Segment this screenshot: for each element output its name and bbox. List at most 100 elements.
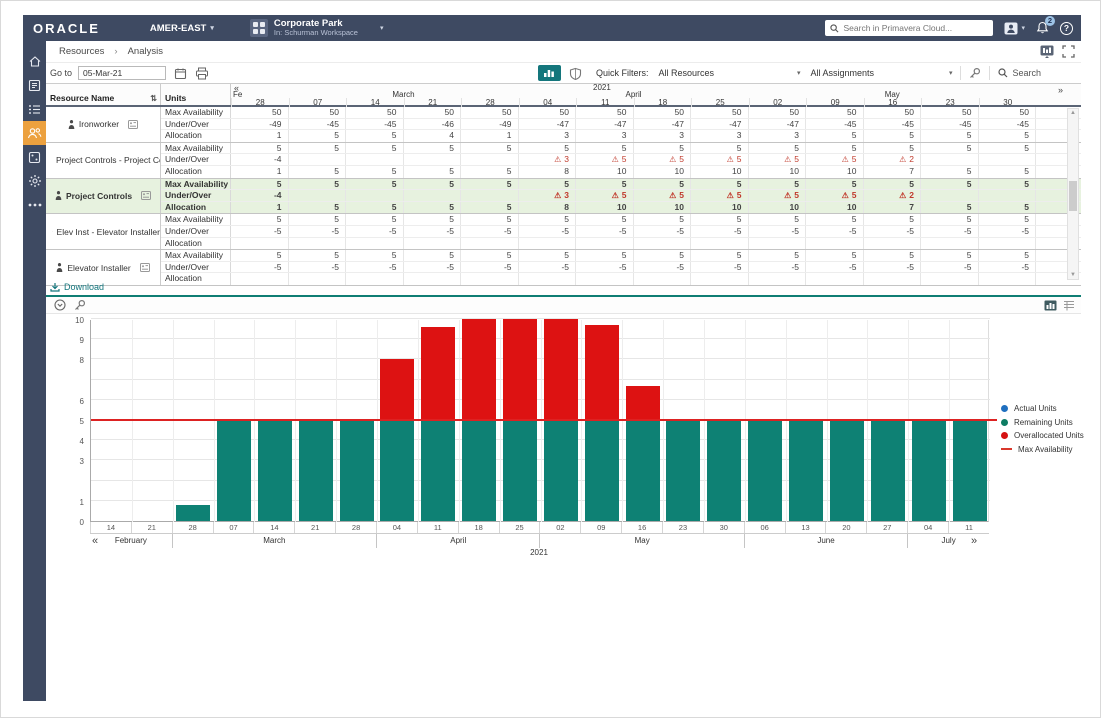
grid-cell[interactable]: 5 (806, 214, 864, 225)
histogram-view-toggle[interactable] (537, 65, 561, 81)
grid-cell[interactable]: 5 (691, 178, 749, 190)
chart-view-icon[interactable] (1044, 300, 1057, 311)
grid-cell[interactable] (346, 273, 404, 285)
remaining-units-bar[interactable] (339, 420, 374, 521)
notifications-button[interactable]: 2 (1036, 16, 1055, 35)
grid-cell[interactable]: 5 (346, 142, 404, 154)
grid-cell[interactable]: 5 (691, 142, 749, 154)
grid-cell-overallocated[interactable]: ⚠ 5 (576, 190, 634, 201)
sidebar-item-resources[interactable] (23, 121, 46, 145)
grid-cell[interactable]: -5 (864, 225, 921, 237)
grid-cell[interactable]: 5 (346, 130, 404, 142)
resource-row[interactable]: Elev Inst - Elevator Installer Max Avail… (46, 214, 1081, 251)
overallocated-units-bar[interactable] (543, 319, 578, 420)
grid-cell[interactable] (404, 237, 461, 250)
grid-cell[interactable]: -5 (576, 261, 634, 273)
grid-cell[interactable] (404, 154, 461, 165)
resource-name-cell[interactable]: Project Controls (46, 178, 161, 214)
grid-cell[interactable]: 5 (979, 130, 1036, 142)
grid-cell[interactable]: 5 (979, 142, 1036, 154)
day-column-header[interactable]: 23 (921, 98, 979, 107)
grid-cell[interactable]: 3 (634, 130, 691, 142)
grid-cell[interactable]: 50 (231, 107, 289, 118)
grid-cell[interactable]: 1 (231, 201, 289, 214)
grid-cell[interactable]: -5 (979, 261, 1036, 273)
grid-cell[interactable]: 5 (864, 250, 921, 261)
print-button[interactable] (195, 67, 209, 80)
resource-name-cell[interactable]: Elev Inst - Elevator Installer (46, 214, 161, 250)
grid-cell[interactable]: -4 (231, 154, 289, 165)
grid-cell[interactable] (634, 237, 691, 250)
grid-cell[interactable]: 5 (404, 178, 461, 190)
grid-cell-overallocated[interactable]: ⚠ 5 (691, 190, 749, 201)
grid-cell[interactable]: 10 (806, 165, 864, 178)
grid-cell[interactable]: -5 (346, 225, 404, 237)
remaining-units-bar[interactable] (584, 420, 619, 521)
grid-cell[interactable]: -5 (749, 261, 806, 273)
table-view-icon[interactable] (1063, 300, 1075, 311)
grid-cell[interactable]: -47 (749, 118, 806, 130)
grid-cell[interactable]: -5 (346, 261, 404, 273)
scroll-down-icon[interactable]: ▼ (1070, 272, 1076, 278)
grid-cell[interactable]: 5 (921, 130, 979, 142)
grid-cell[interactable]: 1 (461, 130, 519, 142)
grid-cell[interactable]: 5 (749, 178, 806, 190)
grid-cell[interactable] (461, 237, 519, 250)
grid-cell[interactable]: 5 (289, 165, 346, 178)
grid-cell[interactable]: 5 (231, 250, 289, 261)
grid-cell[interactable] (231, 237, 289, 250)
grid-cell[interactable]: -5 (289, 261, 346, 273)
remaining-units-bar[interactable] (462, 420, 497, 521)
download-link[interactable]: Download (50, 282, 104, 292)
grid-cell[interactable]: 3 (749, 130, 806, 142)
resource-card-icon[interactable] (128, 119, 139, 129)
grid-cell[interactable]: 10 (749, 165, 806, 178)
resource-row[interactable]: Project Controls - Project Co... Max Ava… (46, 142, 1081, 179)
grid-cell[interactable]: 5 (461, 214, 519, 225)
grid-cell[interactable]: -46 (404, 118, 461, 130)
grid-cell[interactable]: 5 (404, 250, 461, 261)
remaining-units-bar[interactable] (625, 420, 660, 521)
grid-cell-overallocated[interactable]: ⚠ 5 (576, 154, 634, 165)
grid-cell[interactable]: 10 (691, 165, 749, 178)
grid-cell[interactable]: 50 (979, 107, 1036, 118)
grid-cell[interactable]: -5 (576, 225, 634, 237)
grid-cell[interactable] (864, 237, 921, 250)
overallocated-units-bar[interactable] (584, 325, 619, 420)
grid-cell[interactable]: 5 (346, 214, 404, 225)
grid-cell[interactable]: 5 (749, 142, 806, 154)
grid-cell[interactable] (289, 154, 346, 165)
grid-cell[interactable]: -49 (461, 118, 519, 130)
day-column-header[interactable]: 21 (403, 98, 462, 107)
grid-cell[interactable]: 5 (461, 250, 519, 261)
grid-cell-overallocated[interactable]: ⚠ 5 (749, 154, 806, 165)
grid-cell[interactable]: 10 (576, 201, 634, 214)
grid-cell[interactable]: 5 (404, 142, 461, 154)
day-column-header[interactable]: 25 (691, 98, 749, 107)
grid-prev-page-button[interactable]: « (234, 83, 240, 93)
collapse-panel-button[interactable] (54, 299, 66, 311)
grid-cell[interactable] (979, 190, 1036, 201)
grid-cell[interactable] (289, 190, 346, 201)
global-search-box[interactable] (825, 20, 994, 36)
remaining-units-bar[interactable] (789, 420, 824, 521)
remaining-units-bar[interactable] (911, 420, 946, 521)
grid-cell[interactable]: 5 (749, 250, 806, 261)
remaining-units-bar[interactable] (298, 420, 333, 521)
grid-cell[interactable] (519, 237, 576, 250)
grid-cell[interactable]: 5 (231, 178, 289, 190)
grid-cell[interactable]: 8 (519, 165, 576, 178)
chart-prev-button[interactable]: « (92, 535, 99, 547)
day-column-header[interactable]: 04 (518, 98, 577, 107)
grid-cell[interactable]: 5 (979, 178, 1036, 190)
grid-cell[interactable]: 5 (921, 142, 979, 154)
overallocated-units-bar[interactable] (503, 319, 538, 420)
day-column-header[interactable]: 09 (806, 98, 864, 107)
grid-cell[interactable]: -5 (921, 225, 979, 237)
grid-cell[interactable]: 5 (289, 178, 346, 190)
grid-cell[interactable]: 50 (461, 107, 519, 118)
day-column-header[interactable]: 18 (633, 98, 692, 107)
resource-name-cell[interactable]: Elevator Installer (46, 250, 161, 285)
grid-cell[interactable]: -45 (289, 118, 346, 130)
grid-cell[interactable] (461, 190, 519, 201)
